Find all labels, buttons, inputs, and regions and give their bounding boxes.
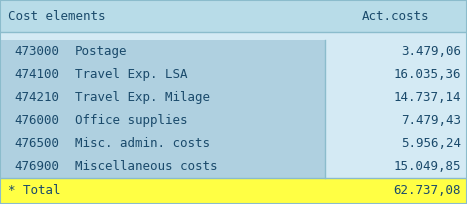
Text: Office supplies: Office supplies	[75, 114, 187, 127]
Bar	[0, 0, 467, 32]
Text: 3.479,06: 3.479,06	[401, 45, 461, 58]
Bar	[325, 86, 467, 109]
Text: Miscellaneous costs: Miscellaneous costs	[75, 160, 218, 173]
Bar	[325, 63, 467, 86]
Text: Misc. admin. costs: Misc. admin. costs	[75, 137, 210, 150]
Text: Act.costs: Act.costs	[362, 10, 430, 22]
Text: 5.956,24: 5.956,24	[401, 137, 461, 150]
Bar	[0, 109, 325, 132]
Text: 16.035,36: 16.035,36	[394, 68, 461, 81]
Text: 7.479,43: 7.479,43	[401, 114, 461, 127]
Bar	[0, 178, 467, 204]
Bar	[0, 132, 325, 155]
Text: Travel Exp. Milage: Travel Exp. Milage	[75, 91, 210, 104]
Bar	[0, 155, 325, 178]
Bar	[0, 86, 325, 109]
Text: Cost elements: Cost elements	[8, 10, 106, 22]
Text: 14.737,14: 14.737,14	[394, 91, 461, 104]
Text: 473000: 473000	[14, 45, 59, 58]
Bar	[325, 109, 467, 132]
Bar	[0, 63, 325, 86]
Text: 15.049,85: 15.049,85	[394, 160, 461, 173]
Bar	[0, 40, 325, 63]
Text: 476000: 476000	[14, 114, 59, 127]
Text: * Total: * Total	[8, 184, 61, 197]
Text: 474100: 474100	[14, 68, 59, 81]
Bar	[0, 32, 467, 40]
Text: Travel Exp. LSA: Travel Exp. LSA	[75, 68, 187, 81]
Bar	[325, 40, 467, 63]
Text: Postage: Postage	[75, 45, 127, 58]
Text: 474210: 474210	[14, 91, 59, 104]
Text: 476500: 476500	[14, 137, 59, 150]
Bar	[325, 155, 467, 178]
Text: 476900: 476900	[14, 160, 59, 173]
Bar	[325, 132, 467, 155]
Text: 62.737,08: 62.737,08	[394, 184, 461, 197]
